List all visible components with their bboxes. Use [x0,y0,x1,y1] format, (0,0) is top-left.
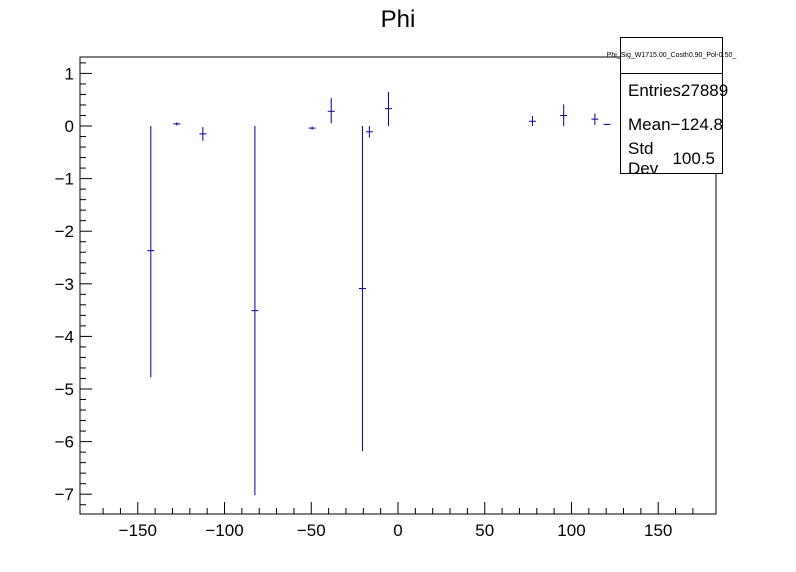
x-tick-label: 0 [393,521,402,540]
stats-stddev-label: Std Dev [628,139,659,178]
x-tick-label: −50 [297,521,326,540]
stats-mean-value: −124.8 [670,115,724,134]
chart-title: Phi [380,6,416,33]
data-point [308,126,316,130]
y-tick-label: −7 [55,485,74,504]
stats-entries-label: Entries [628,81,681,100]
data-point [358,126,366,452]
x-tick-label: 100 [557,521,585,540]
x-tick-label: 150 [644,521,672,540]
y-tick-label: −5 [55,380,74,399]
stats-stddev-value: 100.5 [672,149,715,168]
stats-stddev-row: Std Dev 100.5 [621,139,722,178]
data-point [199,127,207,141]
data-point [591,113,599,125]
y-tick-label: −2 [55,222,74,241]
data-point [173,122,181,126]
x-tick-label: −100 [205,521,243,540]
data-point [528,116,536,126]
stats-entries-value: 27889 [680,81,729,100]
y-tick-label: −6 [55,433,74,452]
stats-box: Phi_Sig_W1715.00_Costh0.90_Pol-0.50_ Ent… [607,37,736,178]
data-point [251,126,259,496]
stats-histogram-name: Phi_Sig_W1715.00_Costh0.90_Pol-0.50_ [607,38,736,74]
x-tick-label: −150 [119,521,157,540]
y-tick-label: 1 [65,64,74,83]
y-tick-label: −3 [55,275,74,294]
data-point [560,104,568,126]
data-point [603,123,611,125]
y-tick-label: 0 [65,117,74,136]
data-point [384,91,392,126]
stats-entries-row: Entries 27889 [621,74,728,108]
y-tick-label: −1 [55,170,74,189]
y-tick-label: −4 [55,327,74,346]
x-tick-label: 50 [475,521,494,540]
data-point [365,126,373,138]
data-point [147,126,155,378]
stats-mean-row: Mean −124.8 [621,108,724,142]
axis-ticks: −150 −100 −50 0 50 100 150 1 0 −1 −2 −3 −4 −5 −6 −7 [55,62,694,540]
data-point [327,98,335,124]
stats-mean-label: Mean [628,115,671,134]
data-points [147,91,611,496]
